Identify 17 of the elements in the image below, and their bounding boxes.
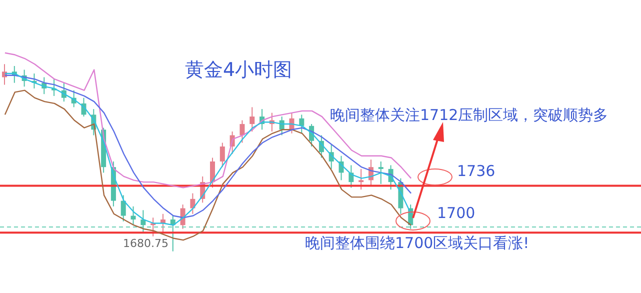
text: 1700: [437, 204, 476, 222]
candlestick: [250, 106, 255, 132]
candlestick: [130, 206, 136, 226]
candlestick: [140, 210, 146, 234]
candlestick: [120, 194, 126, 222]
candlestick: [358, 168, 364, 190]
candlestick: [190, 192, 196, 214]
annotation: 晚间整体围绕1700区域关口看涨!: [305, 234, 530, 252]
annotation: 1680.75: [123, 237, 168, 250]
candlestick: [210, 157, 215, 188]
candlestick: [378, 160, 384, 184]
annotation: 晚间整体关注1712压制区域，突破顺势多: [330, 106, 608, 124]
candlestick: [240, 120, 245, 144]
text: 1736: [457, 162, 496, 180]
chart-title: 黄金4小时图: [185, 59, 292, 81]
candlestick: [220, 142, 225, 168]
candlestick: [299, 114, 304, 134]
